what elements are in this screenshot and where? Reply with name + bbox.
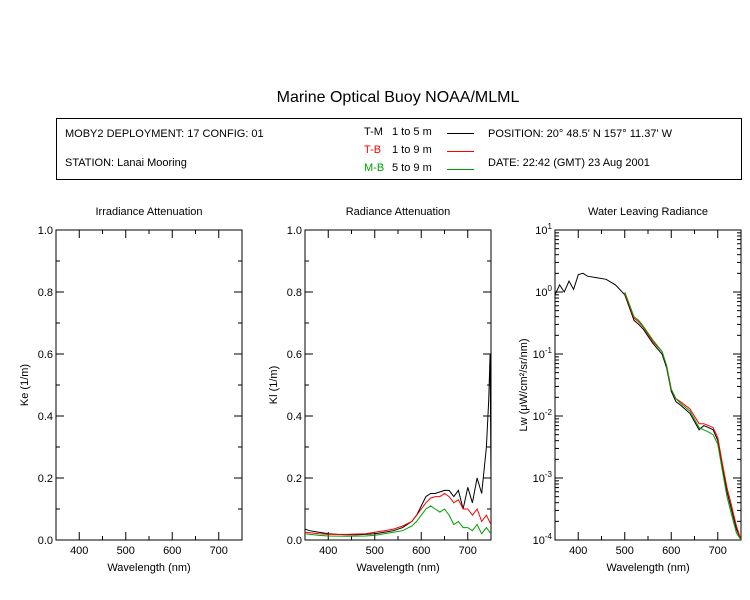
x-tick-label: 700: [709, 545, 727, 557]
series-line-t-b: [624, 293, 741, 540]
y-tick-label: 0.2: [38, 473, 53, 485]
y-tick-label: 0.0: [287, 535, 302, 547]
series-line-m-b: [624, 291, 741, 540]
legend-line-mb: [447, 169, 474, 170]
deployment-text: MOBY2 DEPLOYMENT: 17 CONFIG: 01: [65, 128, 264, 140]
legend-line-tm: [447, 133, 474, 134]
legend-range-tb: 1 to 9 m: [392, 144, 432, 156]
series-line-t-m: [305, 353, 491, 536]
legend-range-mb: 5 to 9 m: [392, 162, 432, 174]
x-tick-label: 600: [662, 545, 680, 557]
plot-frame: [304, 229, 492, 541]
x-tick-label: 500: [117, 545, 135, 557]
chart-title: Radiance Attenuation: [346, 206, 451, 218]
y-tick-label: 0.0: [38, 535, 53, 547]
x-axis-label: Wavelength (nm): [606, 562, 689, 574]
y-axis-label: Ke (1/m): [19, 364, 31, 406]
figure-title: Marine Optical Buoy NOAA/MLML: [276, 89, 520, 106]
y-tick-label: 0.6: [38, 349, 53, 361]
y-tick-label: 100: [535, 284, 552, 299]
position-text: POSITION: 20° 48.5' N 157° 11.37' W: [488, 128, 672, 140]
series-line-t-m: [555, 272, 741, 540]
x-axis-label: Wavelength (nm): [107, 562, 190, 574]
date-text: DATE: 22:42 (GMT) 23 Aug 2001: [488, 157, 650, 169]
series-line-t-b: [305, 492, 491, 535]
x-tick-label: 400: [569, 545, 587, 557]
info-box: MOBY2 DEPLOYMENT: 17 CONFIG: 01 STATION:…: [56, 118, 742, 180]
x-tick-label: 700: [210, 545, 228, 557]
x-tick-label: 600: [163, 545, 181, 557]
x-tick-label: 400: [319, 545, 337, 557]
legend-code-tm: T-M: [364, 126, 383, 138]
y-tick-label: 10-3: [533, 470, 553, 485]
x-tick-label: 500: [366, 545, 384, 557]
y-tick-label: 1.0: [38, 225, 53, 237]
x-tick-label: 700: [459, 545, 477, 557]
legend-code-tb: T-B: [364, 144, 382, 156]
y-axis-label: Lw (μW/cm²/sr/nm): [518, 338, 530, 431]
plot-frame: [554, 229, 742, 541]
y-tick-label: 10-2: [533, 408, 553, 423]
y-tick-label: 0.8: [287, 287, 302, 299]
legend-range-tm: 1 to 5 m: [392, 126, 432, 138]
x-tick-label: 600: [412, 545, 430, 557]
y-tick-label: 10-1: [533, 346, 553, 361]
station-text: STATION: Lanai Mooring: [65, 157, 187, 169]
y-tick-label: 0.6: [287, 349, 302, 361]
series-line-m-b: [305, 505, 491, 537]
x-axis-label: Wavelength (nm): [356, 562, 439, 574]
y-tick-label: 1.0: [287, 225, 302, 237]
y-tick-label: 0.4: [38, 411, 53, 423]
x-tick-label: 500: [616, 545, 634, 557]
y-tick-label: 10-4: [533, 532, 553, 547]
plot-frame: [55, 229, 243, 541]
y-tick-label: 0.2: [287, 473, 302, 485]
legend-code-mb: M-B: [364, 162, 385, 174]
x-tick-label: 400: [70, 545, 88, 557]
y-axis-label: Kl (1/m): [268, 366, 280, 405]
y-tick-label: 0.8: [38, 287, 53, 299]
y-tick-label: 0.4: [287, 411, 302, 423]
legend-line-tb: [447, 151, 474, 152]
y-tick-label: 101: [535, 222, 552, 237]
chart-title: Irradiance Attenuation: [95, 206, 202, 218]
chart-title: Water Leaving Radiance: [588, 206, 708, 218]
